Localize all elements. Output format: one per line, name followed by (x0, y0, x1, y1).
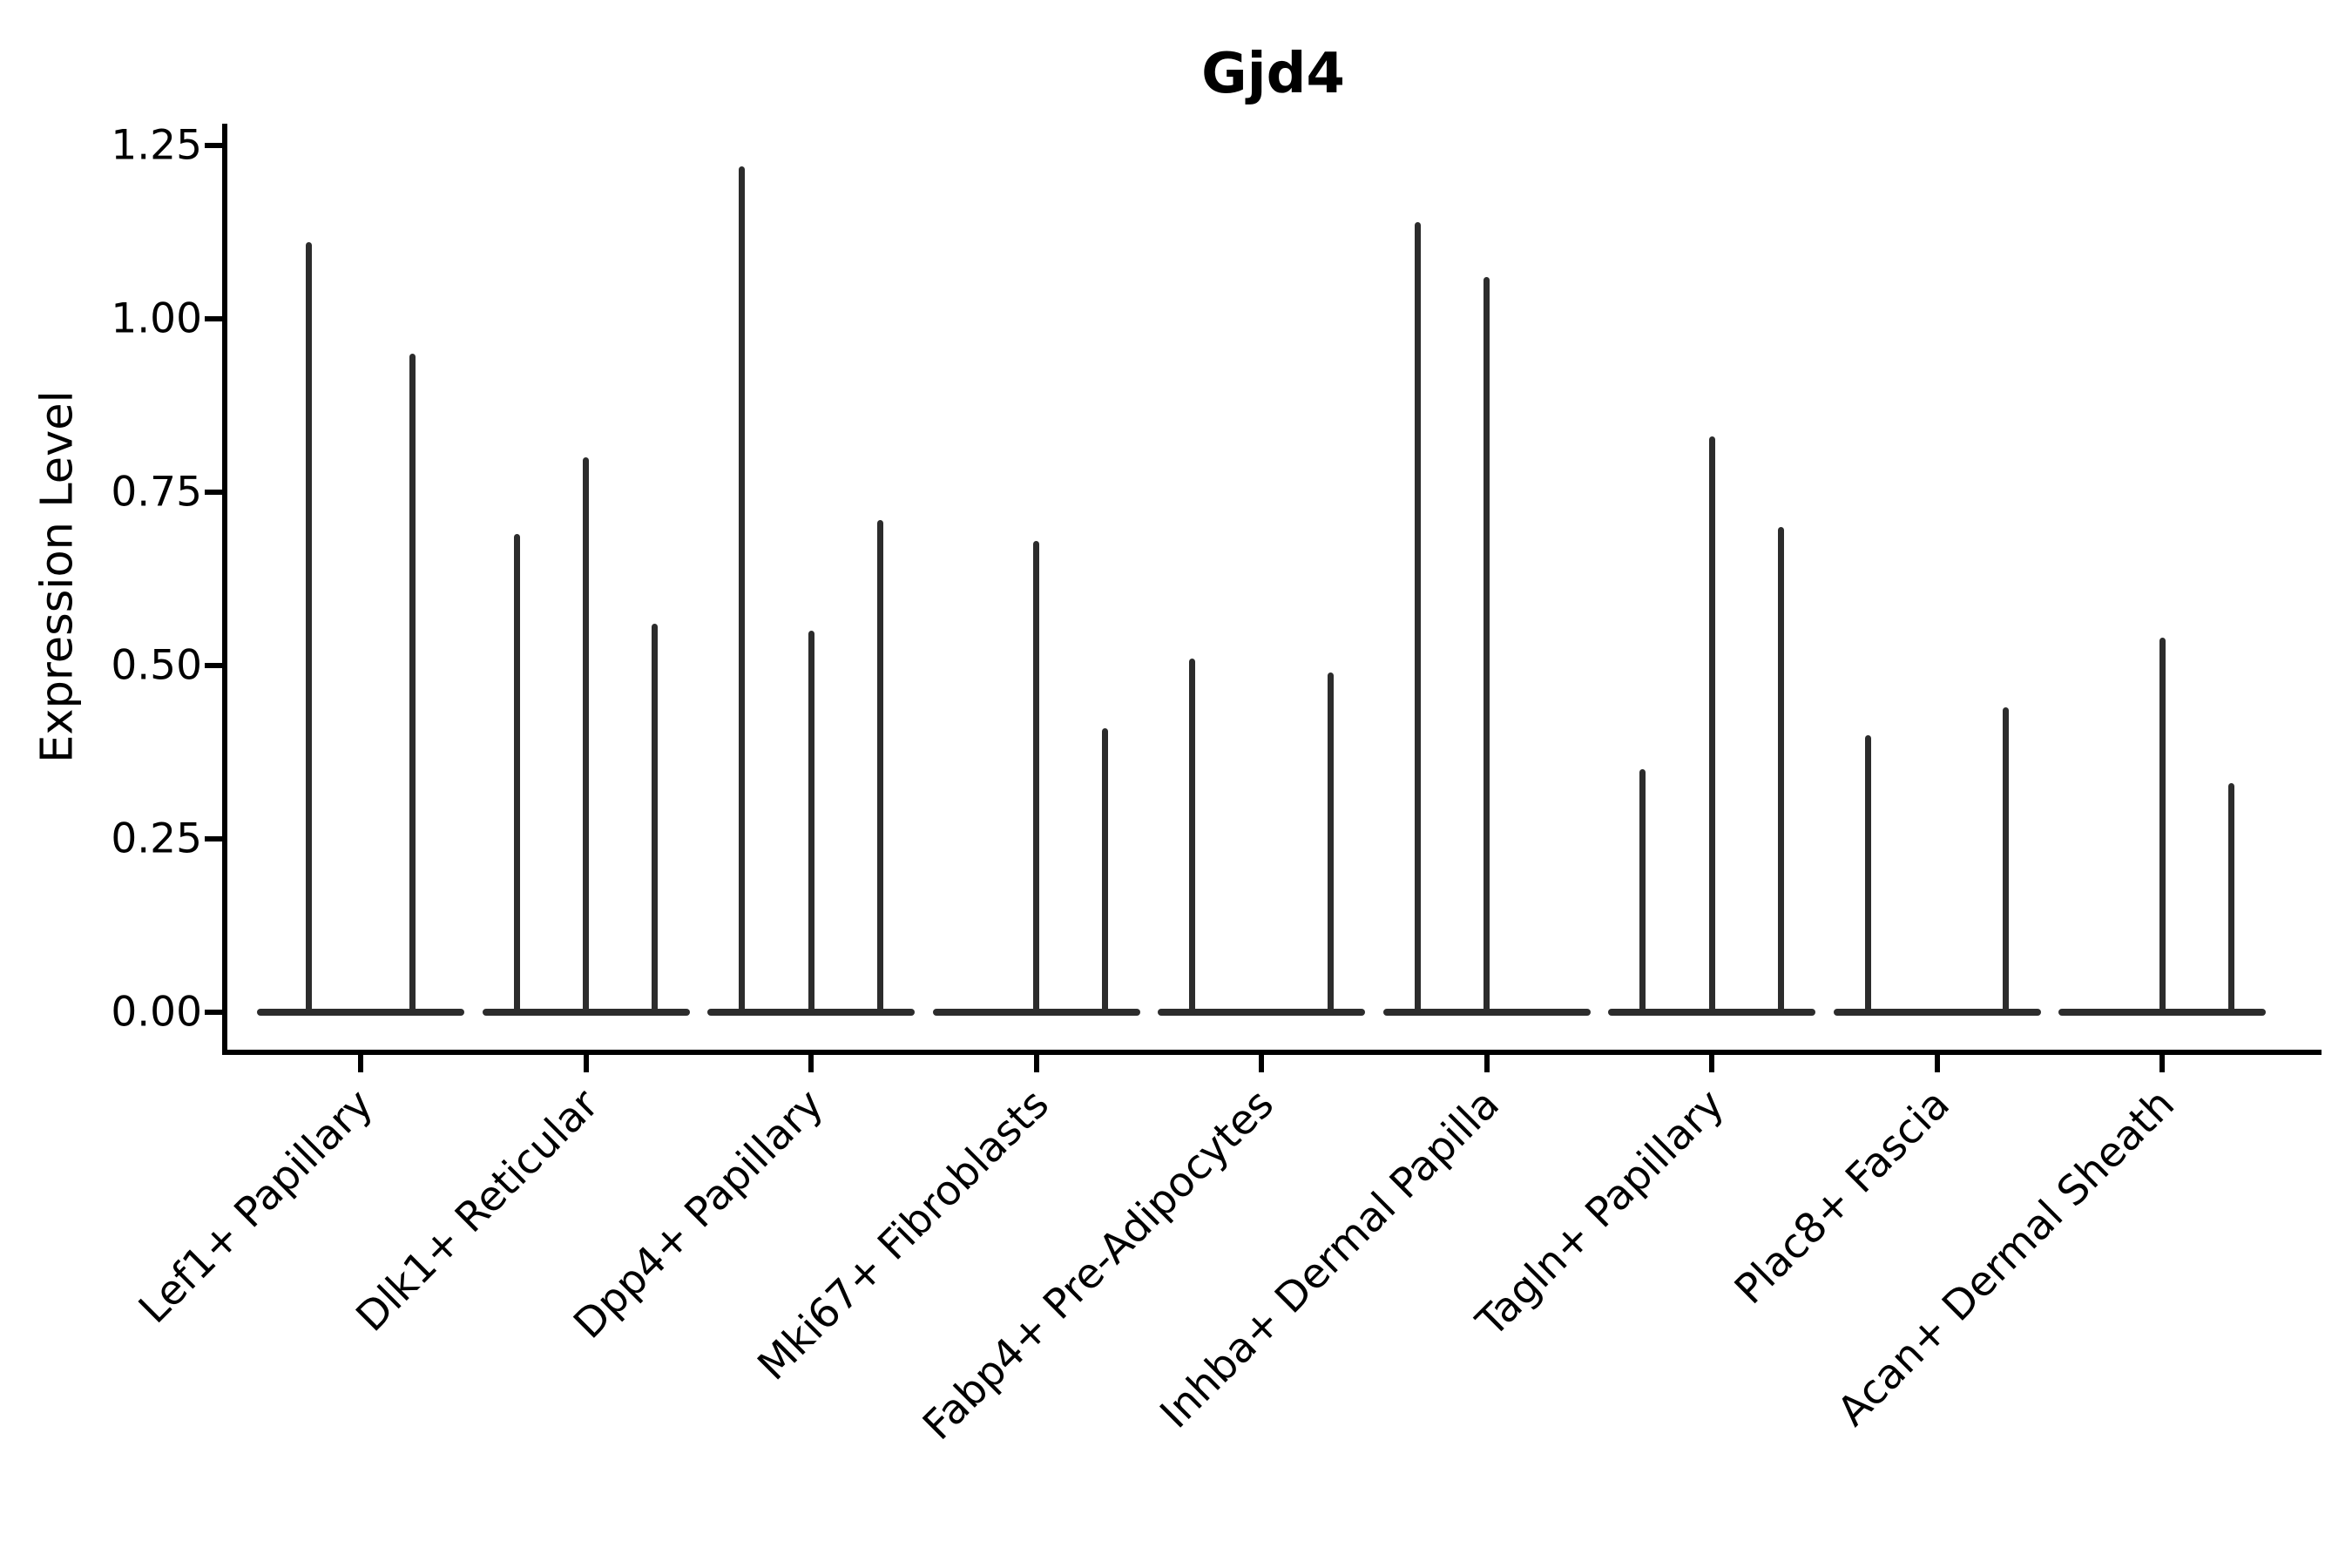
y-tick-label: 0.25 (111, 814, 202, 863)
x-tick-mark (1484, 1055, 1490, 1072)
y-tick-label: 1.00 (111, 294, 202, 343)
violin-spike (2159, 638, 2166, 1014)
violin-spike (1864, 734, 1871, 1014)
violin-base (1158, 1009, 1365, 1016)
violin-spike (876, 519, 883, 1014)
y-tick-label: 0.75 (111, 468, 202, 517)
violin-spike (1189, 659, 1196, 1014)
y-axis-label-text: Expression Level (31, 390, 84, 763)
violin-spike (1708, 436, 1715, 1014)
x-tick-label-text: Plac8+ Fascia (1725, 1080, 1959, 1314)
left-spine (222, 124, 227, 1055)
chart-title: Gjd4 (1201, 42, 1345, 106)
x-tick-mark (1709, 1055, 1714, 1072)
violin-spike (1327, 672, 1334, 1014)
violin-spike (808, 631, 814, 1014)
violin-spike (306, 242, 312, 1014)
x-tick-label-text: Lef1+ Papillary (129, 1080, 382, 1333)
x-tick-label-text: Dpp4+ Papillary (564, 1080, 833, 1348)
violin-spike (583, 457, 589, 1014)
violin-spike (409, 353, 416, 1014)
y-tick-label: 0.00 (111, 988, 202, 1037)
y-tick-mark (205, 663, 222, 668)
violin-spike (652, 624, 659, 1014)
y-tick-label: 1.25 (111, 121, 202, 170)
violin-spike (513, 533, 520, 1014)
x-tick-mark (1934, 1055, 1940, 1072)
x-tick-label-text: Dlk1+ Reticular (346, 1080, 608, 1342)
y-tick-mark (205, 1010, 222, 1015)
violin-base (257, 1009, 464, 1016)
violin-spike (1102, 727, 1109, 1014)
violin-spike (1033, 540, 1039, 1014)
x-tick-mark (808, 1055, 814, 1072)
x-tick-label-text: Tagln+ Papillary (1467, 1080, 1734, 1347)
x-tick-mark (1033, 1055, 1039, 1072)
violin-spike (739, 166, 746, 1014)
violin-spike (2227, 783, 2234, 1014)
x-tick-mark (583, 1055, 589, 1072)
x-tick-mark (2159, 1055, 2165, 1072)
y-tick-mark (205, 316, 222, 321)
violin-spike (2003, 706, 2010, 1014)
y-tick-label: 0.50 (111, 641, 202, 690)
violin-spike (1484, 277, 1490, 1014)
y-tick-mark (205, 490, 222, 495)
violin-base (1833, 1009, 2041, 1016)
x-tick-mark (1259, 1055, 1264, 1072)
x-tick-mark (358, 1055, 363, 1072)
y-tick-mark (205, 836, 222, 841)
bottom-spine (222, 1050, 2322, 1055)
violin-spike (1414, 221, 1421, 1014)
y-tick-mark (205, 143, 222, 148)
violin-spike (1777, 526, 1784, 1014)
violin-spike (1639, 769, 1646, 1014)
